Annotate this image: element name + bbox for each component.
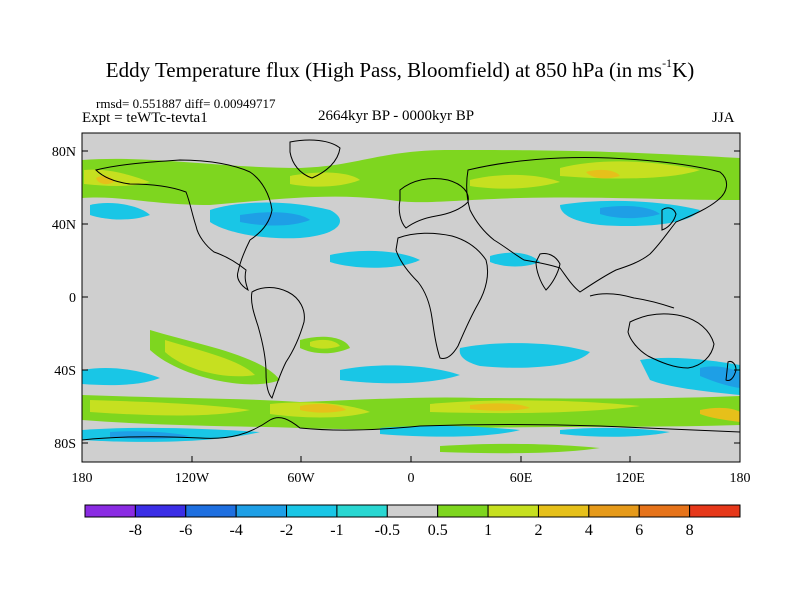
colorbar-swatch (336, 504, 388, 518)
colorbar-label: 2 (534, 522, 542, 539)
colorbar-swatch (286, 504, 338, 518)
colorbar-label: 8 (686, 522, 694, 539)
colorbar-swatch (235, 504, 288, 518)
lon-label-60w: 60W (287, 471, 315, 486)
colorbar-label: 1 (484, 522, 492, 539)
colorbar-swatch (185, 504, 237, 518)
coast-north-america (95, 159, 273, 292)
field-antarctic-cyan-3 (560, 427, 670, 437)
lon-label-180e: 180 (730, 471, 751, 486)
coast-australia (627, 313, 715, 369)
lon-label-180w: 180 (72, 471, 93, 486)
colorbar-label: -1 (330, 522, 343, 539)
title-main: Eddy Temperature flux (High Pass, Bloomf… (105, 58, 663, 82)
field-south-cyan-1 (459, 343, 590, 368)
colorbar-swatch (134, 504, 187, 518)
field-southern-orange-3 (700, 407, 740, 422)
lon-tick-labels: 180 120W 60W 0 60E 120E 180 (72, 471, 751, 486)
colorbar-label: -8 (129, 522, 142, 539)
colorbar-swatch (537, 504, 590, 518)
title-superscript: -1 (662, 56, 673, 70)
field-north-band (82, 150, 740, 205)
anomaly-fields (82, 150, 740, 454)
coast-japan (661, 207, 677, 231)
field-southern-orange-1 (300, 403, 346, 413)
colorbar-swatch (588, 504, 640, 518)
coast-south-america (251, 287, 305, 399)
season-label: JJA (712, 110, 735, 126)
rmsd-diff-text: rmsd= 0.551887 diff= 0.00949717 (96, 96, 276, 111)
field-north-yellow-3 (470, 174, 560, 189)
coast-africa (395, 232, 489, 359)
colorbar-label: 6 (635, 522, 643, 539)
colorbar-swatch (84, 504, 136, 518)
title-suffix: K) (672, 58, 695, 82)
field-south-cyan-3 (82, 367, 160, 386)
colorbar-swatch (386, 504, 439, 518)
coast-india (535, 253, 561, 291)
field-africa-cyan-2 (490, 252, 540, 267)
colorbar-swatch (437, 504, 489, 518)
lon-label-60e: 60E (510, 471, 533, 486)
field-south-blue-1 (700, 366, 740, 388)
colorbar-label: -2 (280, 522, 293, 539)
lon-label-0: 0 (408, 471, 415, 486)
colorbar-swatch (638, 504, 691, 518)
field-atlantic-blue (240, 212, 310, 226)
lon-label-120e: 120E (615, 471, 645, 486)
field-antarctic-green (440, 443, 600, 454)
field-asia-blue (600, 206, 660, 219)
plot-title: Eddy Temperature flux (High Pass, Bloomf… (0, 56, 800, 83)
field-south-pacific-yellow (165, 340, 255, 377)
lat-tick-marks (82, 150, 740, 444)
lat-label-0: 0 (69, 291, 76, 306)
period-label: 2664kyr BP - 0000kyr BP (318, 108, 475, 124)
lat-tick-labels: 80N 40N 0 40S 80S (52, 145, 76, 452)
colorbar-swatch (689, 504, 741, 518)
field-southern-orange-2 (470, 403, 530, 411)
lat-label-40n: 40N (52, 218, 76, 233)
field-south-cyan-4 (340, 365, 460, 384)
field-pacific-cyan (90, 203, 150, 220)
lon-tick-marks (81, 456, 741, 462)
field-north-orange-2 (586, 169, 620, 179)
colorbar-label: 4 (585, 522, 593, 539)
coast-greenland (289, 139, 341, 179)
field-north-orange-1 (96, 175, 114, 185)
coast-indonesia (589, 293, 675, 309)
coast-antarctica (82, 417, 740, 441)
field-southern-yellow-1 (90, 400, 250, 416)
experiment-label: Expt = teWTc-tevta1 (82, 110, 208, 126)
colorbar-label: -0.5 (375, 522, 400, 539)
field-antarctic-cyan-2 (380, 425, 520, 437)
colorbar-label: -4 (229, 522, 242, 539)
lat-label-80n: 80N (52, 145, 76, 160)
coastlines (82, 139, 740, 441)
colorbar-label: -6 (179, 522, 192, 539)
colorbar: -8 -6 -4 -2 -1 -0.5 0.5 1 2 4 6 8 (84, 504, 741, 539)
lat-label-40s: 40S (54, 364, 76, 379)
colorbar-swatch (487, 504, 539, 518)
coast-europe (398, 177, 469, 229)
colorbar-label: 0.5 (428, 522, 448, 539)
field-south-atlantic-yellow (310, 339, 340, 349)
lon-label-120w: 120W (175, 471, 210, 486)
lat-label-80s: 80S (54, 437, 76, 452)
coast-asia (466, 157, 727, 293)
